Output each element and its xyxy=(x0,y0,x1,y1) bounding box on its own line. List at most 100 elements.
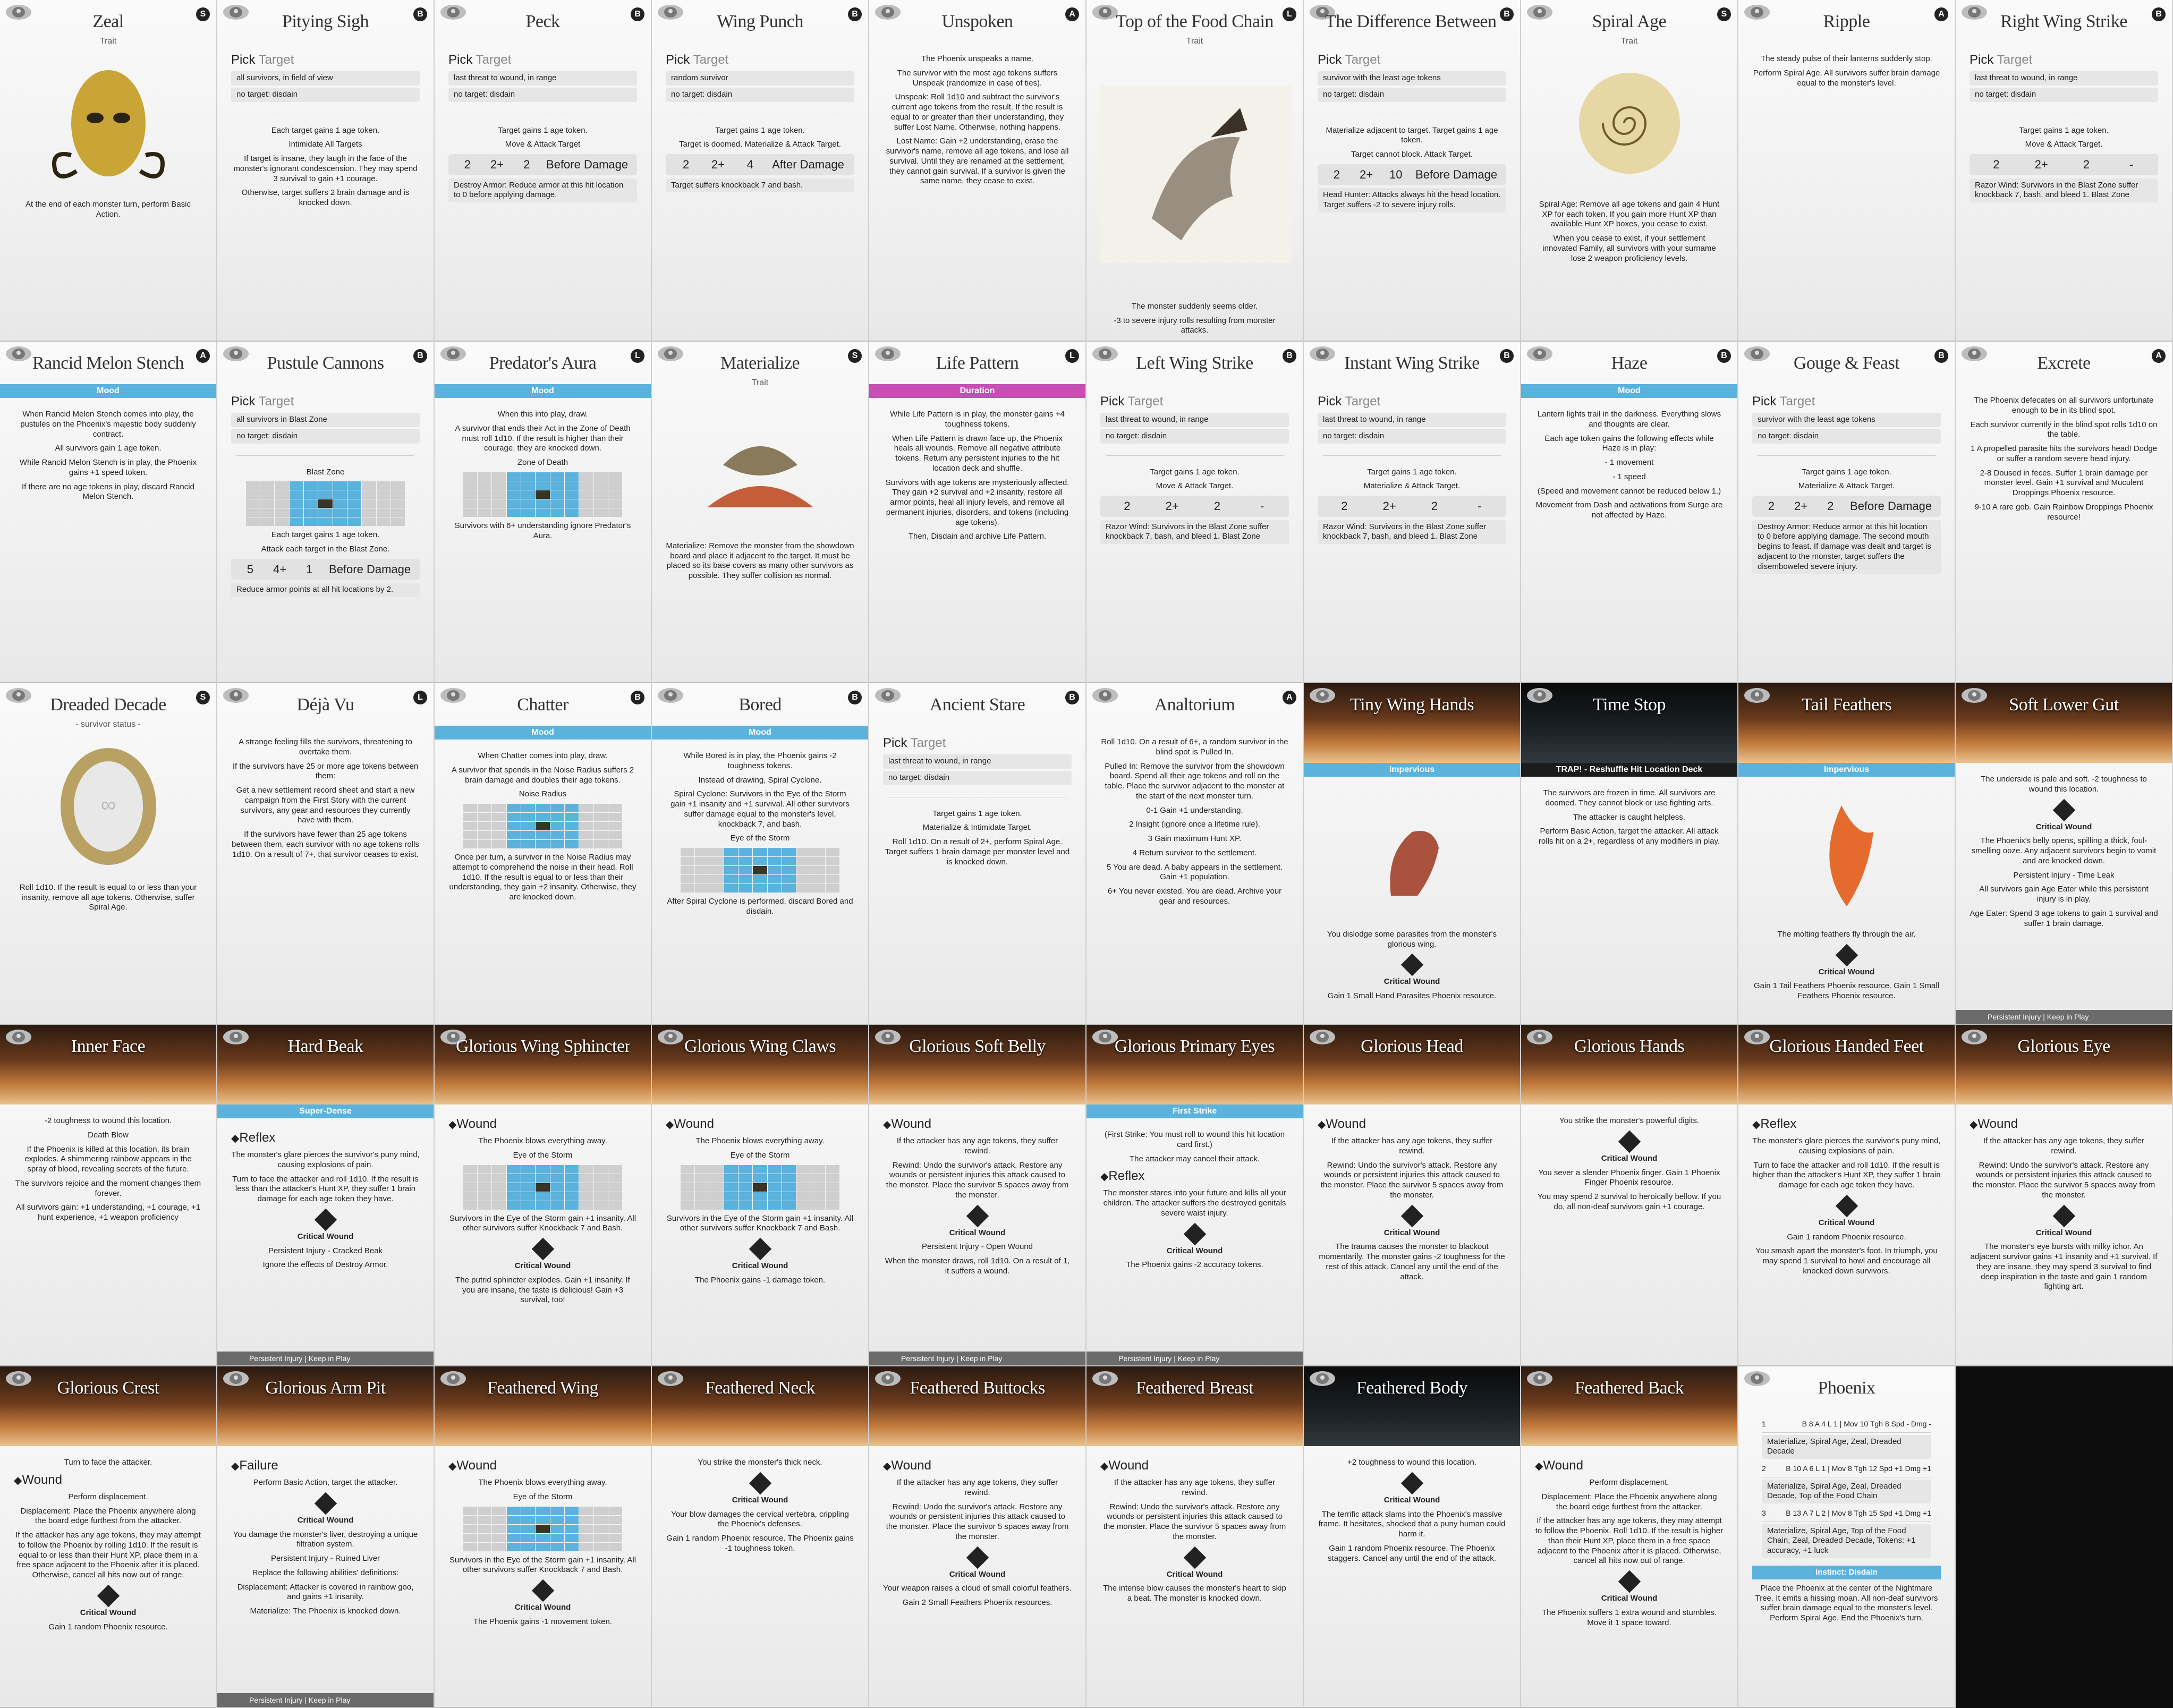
card-ancient-stare[interactable]: Ancient Stare B Pick Target last threat to … xyxy=(869,683,1086,1025)
card-glorious-hands[interactable]: Glorious Hands You strike the monster's p… xyxy=(1521,1025,1738,1366)
card-glorious-handed-feet[interactable]: Glorious Handed Feet Reflex The monster's … xyxy=(1738,1025,1956,1366)
grid-cell xyxy=(709,875,724,883)
crest-icon xyxy=(440,688,466,703)
grid-cell xyxy=(477,1201,492,1210)
card-feathered-wing[interactable]: Feathered Wing Wound The Phoenix blows eve… xyxy=(435,1366,652,1708)
grid-cell xyxy=(477,1165,492,1174)
rule-text: Move & Attack Target. xyxy=(2025,140,2103,149)
card-hard-beak[interactable]: Hard Beak Super-Dense Reflex The monster's … xyxy=(217,1025,435,1366)
card-peck[interactable]: Peck B Pick Target last threat to wound, in… xyxy=(435,0,652,342)
grid-cell xyxy=(680,857,694,865)
attack-stats: 2 2+ 2 Before Damage xyxy=(448,154,637,175)
card-body: At the end of each monster turn, perform… xyxy=(0,47,216,219)
grid-cell xyxy=(593,1201,608,1210)
card-rancid-melon-stench[interactable]: Rancid Melon Stench A Mood When Rancid Melo… xyxy=(0,342,217,683)
card-glorious-crest[interactable]: Glorious Crest Turn to face the attacker.… xyxy=(0,1366,217,1708)
card-dreaded-decade[interactable]: Dreaded Decade S - survivor status - ∞ Roll … xyxy=(0,683,217,1025)
card-chatter[interactable]: Chatter B Mood When Chatter comes into play… xyxy=(435,683,652,1025)
card-glorious-wing-sphincter[interactable]: Glorious Wing Sphincter Wound The Phoenix … xyxy=(435,1025,652,1366)
card-body: +2 toughness to wound this location. Crit… xyxy=(1304,1446,1520,1563)
card-top-of-the-food-chain[interactable]: Top of the Food Chain L Trait The monster s… xyxy=(1086,0,1304,342)
grid-cell xyxy=(565,1533,579,1542)
card-inner-face[interactable]: Inner Face -2 toughness to wound this loc… xyxy=(0,1025,217,1366)
card-zeal[interactable]: Zeal S Trait At the end of each monster tur… xyxy=(0,0,217,342)
card-feathered-back[interactable]: Feathered Back Wound Perform displacement.… xyxy=(1521,1366,1738,1708)
grid-cell xyxy=(680,1183,694,1192)
critical-wound-icon xyxy=(2052,798,2075,821)
rank-badge-icon: A xyxy=(1283,691,1296,704)
card-bored[interactable]: Bored B Mood While Bored is in play, the Ph… xyxy=(652,683,869,1025)
card-feathered-breast[interactable]: Feathered Breast Wound If the attacker has… xyxy=(1086,1366,1304,1708)
card-glorious-wing-claws[interactable]: Glorious Wing Claws Wound The Phoenix blow… xyxy=(652,1025,869,1366)
card-tiny-wing-hands[interactable]: Tiny Wing Hands Impervious You dislodge so… xyxy=(1304,683,1521,1025)
card-empty[interactable] xyxy=(1956,1366,2173,1708)
grid-cell xyxy=(550,831,565,839)
card-feathered-neck[interactable]: Feathered Neck You strike the monster's t… xyxy=(652,1366,869,1708)
grid-cell xyxy=(811,857,826,865)
card-title: Feathered Breast xyxy=(1135,1378,1254,1398)
stat-value: 2+ xyxy=(1165,499,1179,513)
stat-value: Before Damage xyxy=(1850,499,1932,513)
card-predator-s-aura[interactable]: Predator's Aura L Mood When this into play,… xyxy=(435,342,652,683)
attack-stats: 5 4+ 1 Before Damage xyxy=(231,558,420,580)
card-wing-punch[interactable]: Wing Punch B Pick Target random survivor no … xyxy=(652,0,869,342)
wound-heading: Reflex xyxy=(231,1130,420,1146)
grid-cell xyxy=(245,490,260,499)
card-glorious-head[interactable]: Glorious Head Wound If the attacker has an… xyxy=(1304,1025,1521,1366)
card-feathered-body[interactable]: Feathered Body +2 toughness to wound this… xyxy=(1304,1366,1521,1708)
card-life-pattern[interactable]: Life Pattern L Duration While Life Pattern … xyxy=(869,342,1086,683)
card-body: Wound The Phoenix blows everything away. E… xyxy=(652,1104,868,1286)
rule-text: Critical Wound xyxy=(1601,1594,1658,1603)
grid-cell xyxy=(579,481,593,490)
critical-wound-icon xyxy=(314,1208,337,1231)
card-tail-feathers[interactable]: Tail Feathers Impervious The molting feath… xyxy=(1738,683,1956,1025)
crest-icon xyxy=(875,1030,901,1044)
rule-text: When this into play, draw. xyxy=(497,410,588,419)
grid-cell xyxy=(694,1174,709,1183)
crest-icon xyxy=(875,346,901,361)
card-ripple[interactable]: Ripple A The steady pulse of their lantern… xyxy=(1738,0,1956,342)
card-materialize[interactable]: Materialize S Trait Materialize: Remove the… xyxy=(652,342,869,683)
card-soft-lower-gut[interactable]: Soft Lower Gut The underside is pale and … xyxy=(1956,683,2173,1025)
card-pitying-sigh[interactable]: Pitying Sigh B Pick Target all survivors, i… xyxy=(217,0,435,342)
grid-cell xyxy=(608,831,623,839)
card-title: Pustule Cannons xyxy=(267,353,384,373)
grid-cell xyxy=(826,848,840,856)
grid-cell xyxy=(565,1506,579,1515)
card-right-wing-strike[interactable]: Right Wing Strike B Pick Target last threat… xyxy=(1956,0,2173,342)
grid-cell xyxy=(709,1165,724,1174)
card-body: 1 B 8 A 4 L 1 | Mov 10 Tgh 8 Spd - Dmg - M… xyxy=(1738,1409,1955,1624)
card-time-stop[interactable]: Time Stop TRAP! - Reshuffle Hit Location … xyxy=(1521,683,1738,1025)
card-phoenix[interactable]: Phoenix 1 B 8 A 4 L 1 | Mov 10 Tgh 8 Spd -… xyxy=(1738,1366,1956,1708)
grid-cell xyxy=(593,1174,608,1183)
card-spiral-age[interactable]: Spiral Age S Trait Spiral Age: Remove all a… xyxy=(1521,0,1738,342)
card-haze[interactable]: Haze B Mood Lantern lights trail in the dar… xyxy=(1521,342,1738,683)
card-title: Rancid Melon Stench xyxy=(32,353,184,373)
rule-text: 5 You are dead. A baby appears in the se… xyxy=(1106,862,1283,882)
card-excrete[interactable]: Excrete A The Phoenix defecates on all sur… xyxy=(1956,342,2173,683)
rank-badge-icon: B xyxy=(1283,349,1296,363)
card-pustule-cannons[interactable]: Pustule Cannons B Pick Target all survivors… xyxy=(217,342,435,683)
card-glorious-soft-belly[interactable]: Glorious Soft Belly Wound If the attacker … xyxy=(869,1025,1086,1366)
rank-badge-icon: B xyxy=(413,349,427,363)
card-glorious-eye[interactable]: Glorious Eye Wound If the attacker has any… xyxy=(1956,1025,2173,1366)
card-instant-wing-strike[interactable]: Instant Wing Strike B Pick Target last thre… xyxy=(1304,342,1521,683)
card-analtorium[interactable]: Analtorium A Roll 1d10. On a result of 6+,… xyxy=(1086,683,1304,1025)
card-left-wing-strike[interactable]: Left Wing Strike B Pick Target last threat … xyxy=(1086,342,1304,683)
card-gouge-feast[interactable]: Gouge & Feast B Pick Target survivor with t… xyxy=(1738,342,1956,683)
card-glorious-primary-eyes[interactable]: Glorious Primary Eyes First Strike (First … xyxy=(1086,1025,1304,1366)
card-body: Lantern lights trail in the darkness. Ev… xyxy=(1521,398,1737,521)
card-glorious-arm-pit[interactable]: Glorious Arm Pit Failure Perform Basic Act… xyxy=(217,1366,435,1708)
grid-cell xyxy=(680,1192,694,1201)
card-the-difference-between-us[interactable]: The Difference Between UsB Pick Target sur… xyxy=(1304,0,1521,342)
card-feathered-buttocks[interactable]: Feathered Buttocks Wound If the attacker h… xyxy=(869,1366,1086,1708)
stat-value: 2 xyxy=(2083,158,2090,171)
rule-text: Persistent Injury - Cracked Beak xyxy=(268,1246,383,1255)
card-d-j-vu[interactable]: Déjà Vu L A strange feeling fills the surv… xyxy=(217,683,435,1025)
stat-value: 2 xyxy=(683,158,690,171)
critical-wound-icon xyxy=(97,1584,120,1607)
card-unspoken[interactable]: Unspoken A The Phoenix unspeaks a name. The… xyxy=(869,0,1086,342)
grid-cell xyxy=(521,472,536,481)
grid-cell xyxy=(492,822,506,830)
